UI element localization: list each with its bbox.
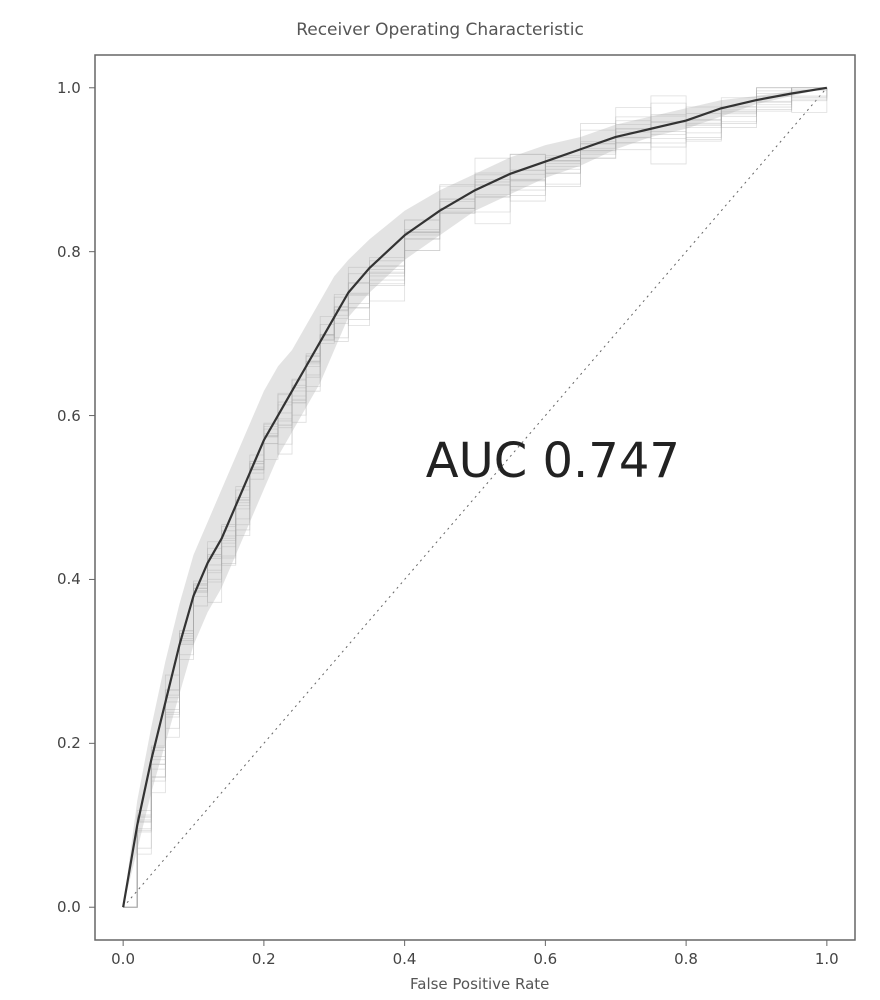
y-tick-label: 1.0 <box>57 79 81 97</box>
y-tick-label: 0.4 <box>57 570 81 588</box>
roc-chart-svg <box>0 0 880 1000</box>
x-tick-label: 0.2 <box>252 950 276 968</box>
y-tick-label: 0.0 <box>57 898 81 916</box>
x-tick-label: 0.0 <box>111 950 135 968</box>
y-tick-label: 0.2 <box>57 734 81 752</box>
x-tick-label: 1.0 <box>815 950 839 968</box>
x-tick-label: 0.4 <box>393 950 417 968</box>
x-tick-label: 0.8 <box>674 950 698 968</box>
y-tick-label: 0.6 <box>57 407 81 425</box>
y-tick-label: 0.8 <box>57 243 81 261</box>
x-tick-label: 0.6 <box>533 950 557 968</box>
